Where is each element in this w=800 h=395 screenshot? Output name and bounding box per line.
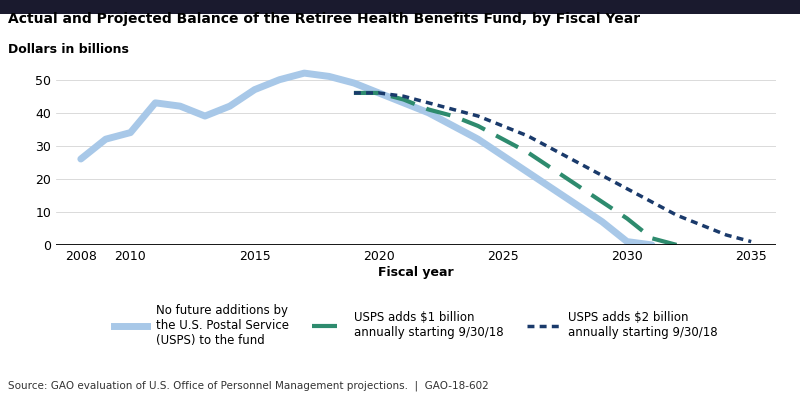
Legend: No future additions by
the U.S. Postal Service
(USPS) to the fund, USPS adds $1 : No future additions by the U.S. Postal S… — [110, 299, 722, 352]
X-axis label: Fiscal year: Fiscal year — [378, 266, 454, 279]
Text: Actual and Projected Balance of the Retiree Health Benefits Fund, by Fiscal Year: Actual and Projected Balance of the Reti… — [8, 12, 640, 26]
Text: Dollars in billions: Dollars in billions — [8, 43, 129, 56]
Text: Source: GAO evaluation of U.S. Office of Personnel Management projections.  |  G: Source: GAO evaluation of U.S. Office of… — [8, 380, 489, 391]
